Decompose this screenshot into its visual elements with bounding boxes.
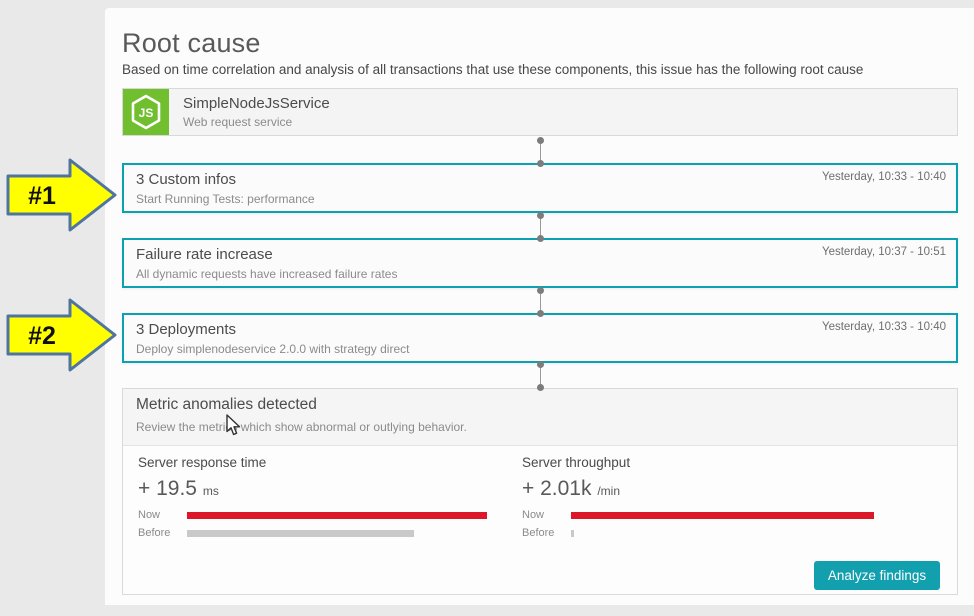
before-bar bbox=[571, 529, 575, 537]
timeline-line bbox=[539, 290, 542, 314]
timeline-dot bbox=[537, 384, 544, 391]
event-subtitle: Start Running Tests: performance bbox=[136, 192, 315, 206]
now-label: Now bbox=[522, 509, 545, 521]
metric-anomalies-header: Metric anomalies detected Review the met… bbox=[123, 389, 957, 446]
metric-delta-value: 19.5 bbox=[156, 477, 197, 500]
timeline-dot bbox=[537, 361, 544, 368]
timeline-line bbox=[539, 215, 542, 239]
timeline-dot bbox=[537, 137, 544, 144]
now-label: Now bbox=[138, 509, 161, 521]
analyze-findings-button[interactable]: Analyze findings bbox=[814, 561, 940, 590]
metric-server-response-time: Server response time + 19.5 ms Now Befor… bbox=[138, 455, 508, 541]
nodejs-icon: JS bbox=[123, 89, 169, 135]
before-label: Before bbox=[138, 527, 171, 539]
metric-server-throughput: Server throughput + 2.01k /min Now Befor… bbox=[522, 455, 892, 541]
callout-arrow-1: #1 bbox=[6, 158, 117, 232]
metric-delta-unit: ms bbox=[202, 484, 219, 498]
event-subtitle: Deploy simplenodeservice 2.0.0 with stra… bbox=[136, 342, 410, 356]
before-bar bbox=[187, 529, 415, 537]
metric-delta: + 2.01k /min bbox=[522, 477, 892, 501]
event-timestamp: Yesterday, 10:33 - 10:40 bbox=[821, 171, 946, 183]
nodejs-icon-label: JS bbox=[139, 106, 154, 120]
metric-name: Server throughput bbox=[522, 455, 631, 470]
metric-now-row: Now bbox=[138, 507, 508, 523]
event-card-deployments[interactable]: 3 Deployments Deploy simplenodeservice 2… bbox=[122, 313, 958, 363]
metric-delta-value: 2.01k bbox=[540, 477, 592, 500]
metric-before-row: Before bbox=[138, 525, 508, 541]
event-title: 3 Deployments bbox=[136, 321, 237, 338]
timeline-dot bbox=[537, 160, 544, 167]
service-card[interactable]: JS SimpleNodeJsService Web request servi… bbox=[122, 88, 958, 136]
before-bar-track bbox=[571, 529, 874, 537]
timeline-dot bbox=[537, 235, 544, 242]
timeline-connector bbox=[536, 137, 545, 167]
metric-now-row: Now bbox=[522, 507, 892, 523]
event-timestamp: Yesterday, 10:37 - 10:51 bbox=[821, 246, 946, 258]
timeline-dot bbox=[537, 287, 544, 294]
timeline-line bbox=[539, 140, 542, 164]
metric-delta-sign: + bbox=[138, 477, 151, 500]
metric-anomalies-subtitle: Review the metrics which show abnormal o… bbox=[136, 420, 467, 434]
metric-delta-unit: /min bbox=[597, 484, 620, 498]
metric-delta-sign: + bbox=[522, 477, 535, 500]
mouse-cursor bbox=[226, 414, 241, 436]
event-card-failure-rate[interactable]: Failure rate increase All dynamic reques… bbox=[122, 238, 958, 288]
event-timestamp: Yesterday, 10:33 - 10:40 bbox=[821, 321, 946, 333]
service-type: Web request service bbox=[183, 115, 293, 129]
before-bar-track bbox=[187, 529, 490, 537]
timeline-dot bbox=[537, 212, 544, 219]
metric-anomalies-card: Metric anomalies detected Review the met… bbox=[122, 388, 958, 595]
now-bar-track bbox=[187, 511, 490, 519]
event-card-custom-infos[interactable]: 3 Custom infos Start Running Tests: perf… bbox=[122, 163, 958, 213]
page-subtitle: Based on time correlation and analysis o… bbox=[122, 62, 864, 77]
timeline-line bbox=[539, 364, 542, 388]
now-bar-track bbox=[571, 511, 874, 519]
before-label: Before bbox=[522, 527, 555, 539]
metric-anomalies-title: Metric anomalies detected bbox=[136, 396, 317, 413]
event-title: 3 Custom infos bbox=[136, 171, 237, 188]
timeline-dot bbox=[537, 310, 544, 317]
now-bar bbox=[571, 511, 874, 519]
page-title: Root cause bbox=[122, 28, 261, 58]
metric-before-row: Before bbox=[522, 525, 892, 541]
event-title: Failure rate increase bbox=[136, 246, 273, 263]
callout-arrow-2: #2 bbox=[6, 298, 117, 372]
timeline-connector bbox=[536, 287, 545, 317]
service-name: SimpleNodeJsService bbox=[183, 95, 330, 112]
event-subtitle: All dynamic requests have increased fail… bbox=[136, 267, 398, 281]
metric-delta: + 19.5 ms bbox=[138, 477, 508, 501]
timeline-connector bbox=[536, 212, 545, 242]
now-bar bbox=[187, 511, 487, 519]
callout-arrow-1-label: #1 bbox=[28, 182, 56, 210]
timeline-connector bbox=[536, 361, 545, 391]
callout-arrow-2-label: #2 bbox=[28, 322, 56, 350]
metric-name: Server response time bbox=[138, 455, 267, 470]
